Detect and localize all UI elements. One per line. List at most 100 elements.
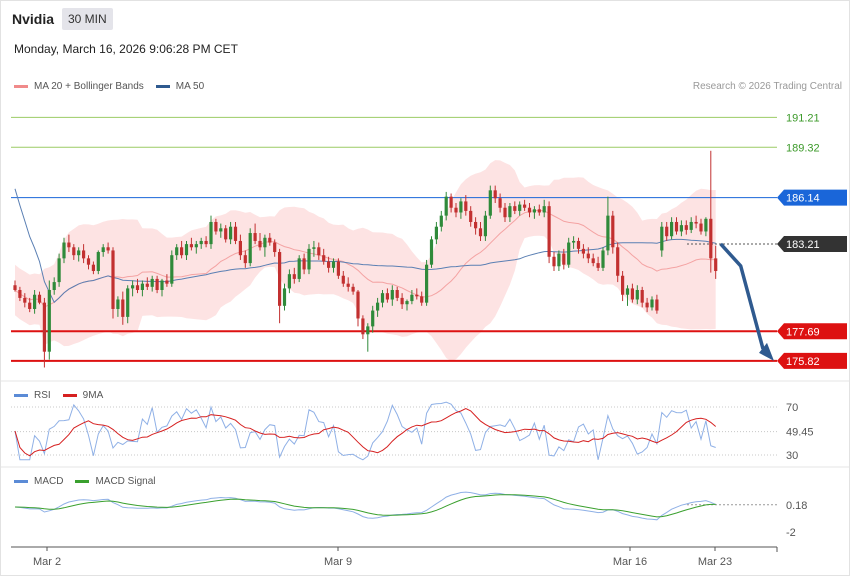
level-tag-2 [777,189,847,206]
candle-108 [542,199,546,218]
candle-body-61 [312,247,316,249]
candle-137 [684,220,688,235]
legend-swatch-rsi [14,394,28,397]
candle-body-36 [189,244,193,248]
candle-body-109 [547,206,551,257]
candle-11 [67,234,71,253]
candle-4 [33,289,37,314]
macd-signal-line [14,494,716,518]
timeframe-badge[interactable]: 30 MIN [62,8,113,30]
candle-body-94 [474,221,478,229]
candle-41 [214,218,218,235]
candle-62 [317,242,321,260]
candle-body-16 [91,264,95,272]
candle-69 [351,283,355,295]
main-legend: MA 20 + Bollinger Bands MA 50 [14,81,204,92]
level-labels: 191.21 189.32 186.14 183.21 177.69 175.82 [777,112,847,369]
candle-body-6 [42,302,46,352]
legend-label-ma20: MA 20 + Bollinger Bands [34,81,144,92]
candle-body-1 [18,289,22,298]
candle-body-128 [640,289,644,303]
moving-averages [14,188,716,308]
candle-23 [126,285,130,324]
candle-body-51 [263,237,267,248]
candle-body-78 [395,289,399,298]
projection-arrow-head [759,342,774,361]
candle-5 [37,291,42,305]
candle-122 [611,210,615,254]
candle-body-83 [420,296,424,303]
candle-body-4 [33,294,37,309]
candle-28 [150,275,154,292]
level-tag-3 [777,235,847,252]
candle-29 [155,275,159,294]
x-tick-label-3: Mar 23 [698,556,732,568]
candle-45 [233,221,238,245]
candle-body-32 [170,255,174,284]
candle-body-25 [135,285,140,290]
candle-body-101 [508,206,512,218]
legend-swatch-macd [14,480,28,483]
candle-body-135 [674,221,679,232]
candle-body-113 [567,242,571,265]
candle-120 [601,247,605,272]
candle-body-102 [513,206,517,211]
candle-body-140 [699,223,703,232]
candle-126 [630,283,634,303]
candle-92 [464,195,468,216]
candle-body-77 [390,289,394,300]
candle-135 [674,217,679,235]
candle-49 [253,223,257,245]
candle-body-115 [576,240,581,249]
candle-body-112 [562,253,566,265]
macd-legend: MACD MACD Signal [14,476,155,487]
candle-body-88 [444,196,448,216]
candle-body-60 [307,248,311,270]
candle-82 [415,288,419,300]
candle-93 [469,206,473,227]
candle-73 [371,305,375,333]
x-axis-labels: Mar 2 Mar 9 Mar 16 Mar 23 [33,547,732,568]
candle-body-142 [709,218,713,259]
projection-arrow-line [719,242,765,350]
candle-119 [596,256,600,272]
candle-body-18 [101,247,105,253]
candle-body-59 [302,258,306,270]
candle-32 [170,250,174,287]
macd-line [14,491,716,521]
legend-label-ma50: MA 50 [175,81,205,92]
candle-142 [709,150,713,273]
candle-13 [77,247,81,262]
candle-71 [361,315,365,340]
candle-body-93 [469,210,473,222]
candle-body-73 [371,310,375,327]
candle-body-70 [356,291,360,319]
legend-swatch-ma50 [155,85,170,88]
candle-body-62 [317,247,321,256]
candle-24 [131,280,135,297]
candle-body-63 [322,255,326,262]
candle-body-106 [532,209,536,213]
candle-body-17 [96,252,100,272]
candle-body-64 [327,261,331,268]
candle-body-35 [184,244,189,256]
candle-68 [346,277,350,292]
candle-body-80 [405,301,409,305]
candle-125 [625,285,630,306]
candle-body-87 [439,215,443,227]
candle-body-45 [233,226,238,241]
candle-body-129 [645,302,649,308]
candle-body-54 [278,252,282,306]
candle-10 [62,237,66,264]
candle-103 [518,201,522,216]
candle-body-38 [199,240,203,245]
candle-117 [586,247,590,264]
candle-body-108 [542,206,546,213]
candle-body-119 [596,263,600,268]
candle-body-33 [175,247,179,256]
rsi-legend: RSI 9MA [14,390,103,401]
candle-37 [194,240,198,254]
projection-arrow [719,242,774,361]
candle-14 [82,244,86,264]
